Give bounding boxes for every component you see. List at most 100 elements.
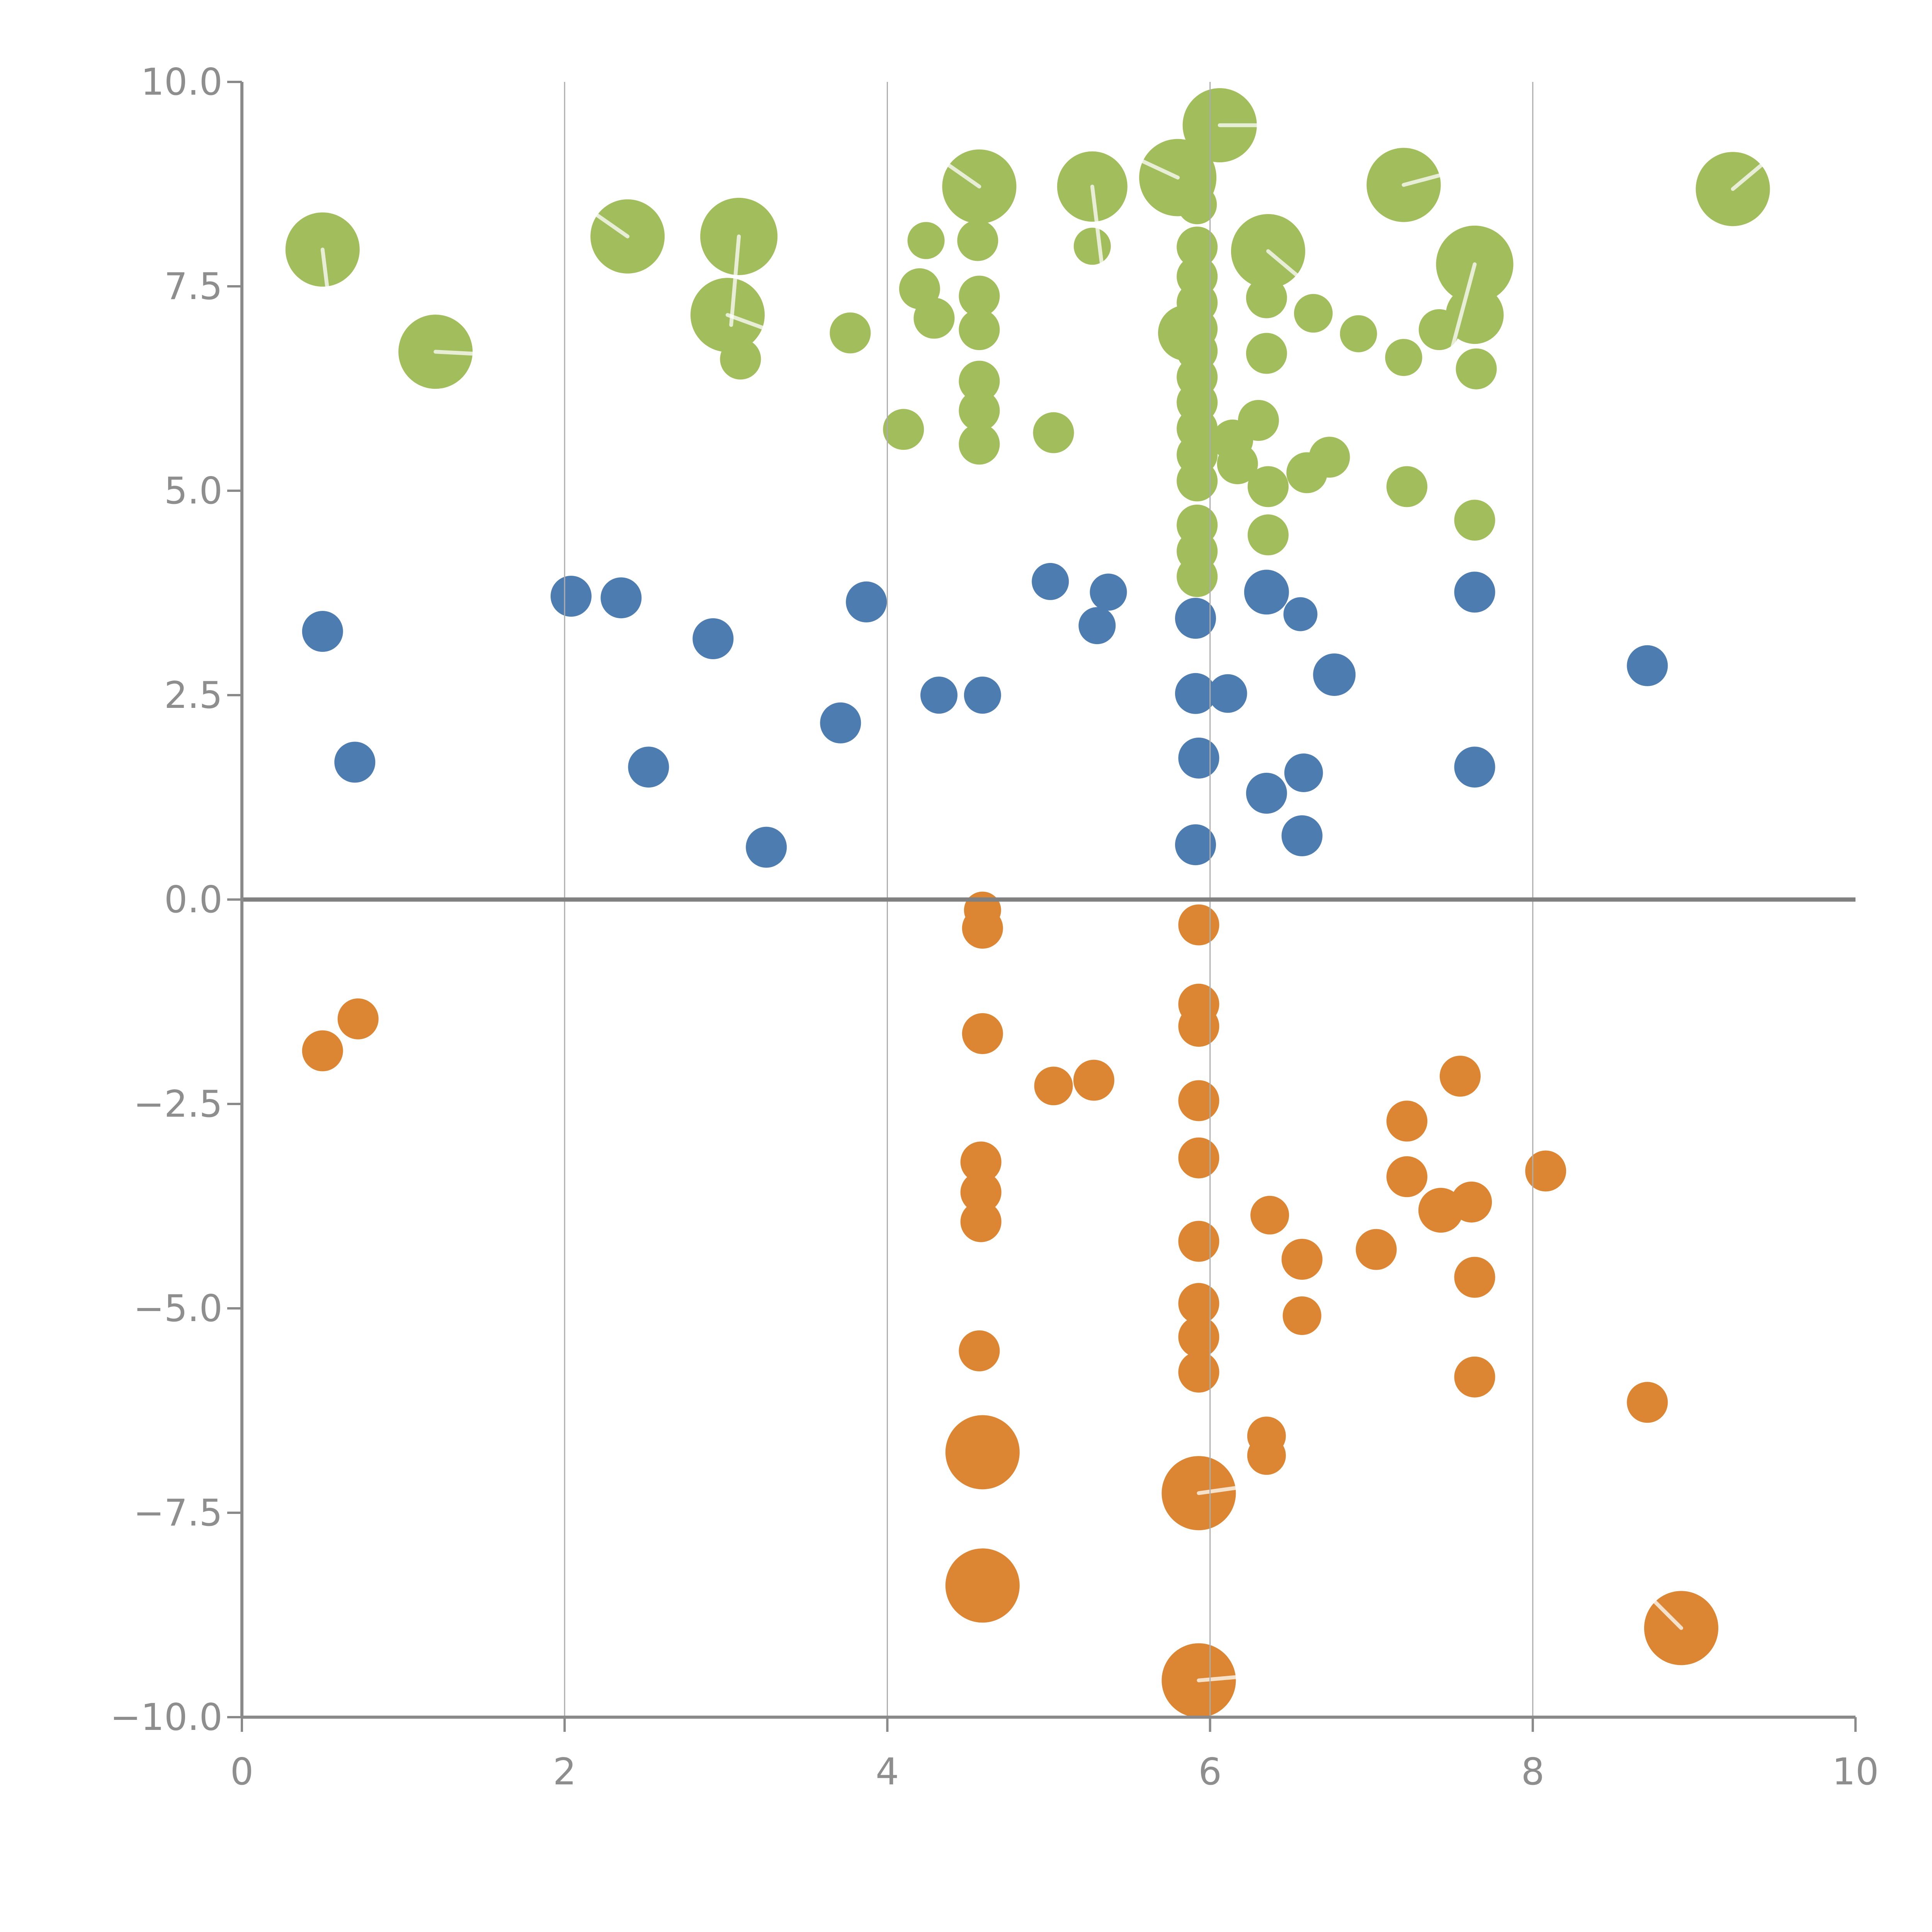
- blue-data-point: [1178, 737, 1219, 779]
- blue-data-point: [1032, 563, 1069, 600]
- green-data-point: [1177, 556, 1218, 597]
- orange-data-point: [1073, 1060, 1114, 1101]
- green-data-point: [907, 222, 945, 259]
- orange-data-point: [1386, 1156, 1428, 1197]
- green-data-point: [1246, 277, 1287, 318]
- y-tick-label: −5.0: [133, 1287, 223, 1330]
- x-tick-label: 2: [553, 1751, 576, 1793]
- bubble-scratch-line: [595, 213, 630, 238]
- blue-data-point: [1454, 571, 1495, 613]
- orange-data-point: [1178, 1283, 1219, 1324]
- blue-data-point: [1313, 653, 1356, 696]
- blue-data-point: [1175, 673, 1216, 714]
- green-data-point: [1177, 185, 1217, 224]
- bubble-scratch-line: [726, 313, 765, 330]
- green-data-point: [1158, 305, 1214, 361]
- green-data-point: [1177, 460, 1218, 502]
- blue-data-point: [746, 827, 787, 868]
- green-data-point: [1033, 412, 1074, 453]
- blue-data-point: [550, 576, 592, 617]
- x-tick-label: 8: [1521, 1751, 1544, 1793]
- orange-data-point: [960, 1201, 1002, 1242]
- blue-data-point: [1284, 753, 1323, 792]
- y-tick-label: 2.5: [164, 674, 223, 717]
- orange-data-point: [1627, 1382, 1668, 1423]
- bubble-scratch-line: [1449, 262, 1477, 356]
- orange-data-point: [945, 1415, 1020, 1490]
- bubble-scratch-line: [434, 350, 474, 356]
- green-data-point: [957, 220, 998, 261]
- blue-data-point: [1175, 824, 1216, 866]
- orange-data-point: [1451, 1181, 1492, 1223]
- orange-data-point: [960, 1172, 1002, 1213]
- y-tick-label: −10.0: [110, 1696, 223, 1739]
- green-data-point: [1340, 315, 1377, 352]
- orange-data-point: [1034, 1066, 1073, 1105]
- blue-data-point: [1454, 747, 1495, 788]
- green-data-point: [959, 361, 1000, 402]
- orange-data-point: [1178, 1352, 1219, 1393]
- green-data-point: [1456, 348, 1497, 389]
- orange-data-point: [1178, 1221, 1219, 1262]
- orange-data-point: [1454, 1356, 1495, 1398]
- orange-data-point: [337, 998, 379, 1039]
- y-tick-label: 10.0: [141, 61, 223, 104]
- orange-data-point: [1247, 1436, 1286, 1475]
- orange-data-point: [962, 908, 1003, 949]
- blue-data-point: [820, 702, 861, 743]
- green-data-point: [883, 409, 924, 450]
- bubble-scratch-line: [1266, 249, 1303, 281]
- green-data-point: [1309, 437, 1350, 478]
- green-data-point: [1386, 466, 1428, 507]
- blue-data-point: [1627, 645, 1668, 686]
- green-data-point: [1217, 443, 1258, 485]
- green-data-point: [1247, 514, 1289, 556]
- orange-data-point: [960, 1141, 1002, 1183]
- y-tick-label: 0.0: [164, 879, 223, 921]
- x-tick-label: 4: [876, 1751, 899, 1793]
- orange-data-point: [1178, 904, 1219, 946]
- blue-data-point: [628, 747, 669, 788]
- orange-data-point: [1525, 1150, 1566, 1192]
- orange-data-point: [945, 1548, 1020, 1623]
- y-tick-label: 7.5: [164, 265, 223, 308]
- orange-data-point: [1178, 1006, 1219, 1047]
- green-data-point: [959, 390, 1000, 431]
- orange-data-point: [1454, 1257, 1495, 1298]
- bubble-scratch-line: [729, 234, 741, 327]
- blue-data-point: [302, 611, 343, 652]
- bubble-scratch-line: [1731, 163, 1764, 191]
- green-data-point: [1385, 339, 1422, 376]
- blue-data-point: [1283, 597, 1318, 631]
- blue-data-point: [920, 677, 957, 714]
- bubble-scratch-line: [1197, 1675, 1242, 1682]
- green-data-point: [1238, 400, 1279, 441]
- orange-data-point: [1386, 1100, 1428, 1142]
- bubble-scratch-line: [1653, 1600, 1683, 1630]
- blue-data-point: [1281, 815, 1323, 856]
- x-tick-label: 10: [1832, 1751, 1879, 1793]
- green-data-point: [959, 309, 1000, 350]
- blue-data-point: [1090, 573, 1127, 611]
- orange-data-point: [302, 1030, 343, 1071]
- green-data-point: [720, 338, 761, 380]
- blue-data-point: [846, 581, 887, 622]
- green-data-point: [1246, 333, 1287, 374]
- green-data-point: [1294, 294, 1333, 333]
- bubble-scratch-line: [1090, 184, 1113, 342]
- blue-data-point: [600, 577, 642, 619]
- bubble-scratch-line: [320, 247, 330, 290]
- green-data-point: [959, 423, 1000, 465]
- green-data-point: [1454, 500, 1495, 541]
- green-data-point: [959, 276, 1000, 317]
- orange-data-point: [1282, 1296, 1321, 1335]
- bubble-scratch-line: [1401, 173, 1442, 187]
- orange-data-point: [1178, 1137, 1219, 1179]
- x-tick-label: 6: [1198, 1751, 1221, 1793]
- blue-data-point: [1078, 607, 1116, 645]
- bubble-scratch-line: [1197, 1485, 1241, 1495]
- blue-data-point: [964, 677, 1001, 714]
- blue-data-point: [1246, 772, 1287, 814]
- green-data-point: [1073, 228, 1111, 265]
